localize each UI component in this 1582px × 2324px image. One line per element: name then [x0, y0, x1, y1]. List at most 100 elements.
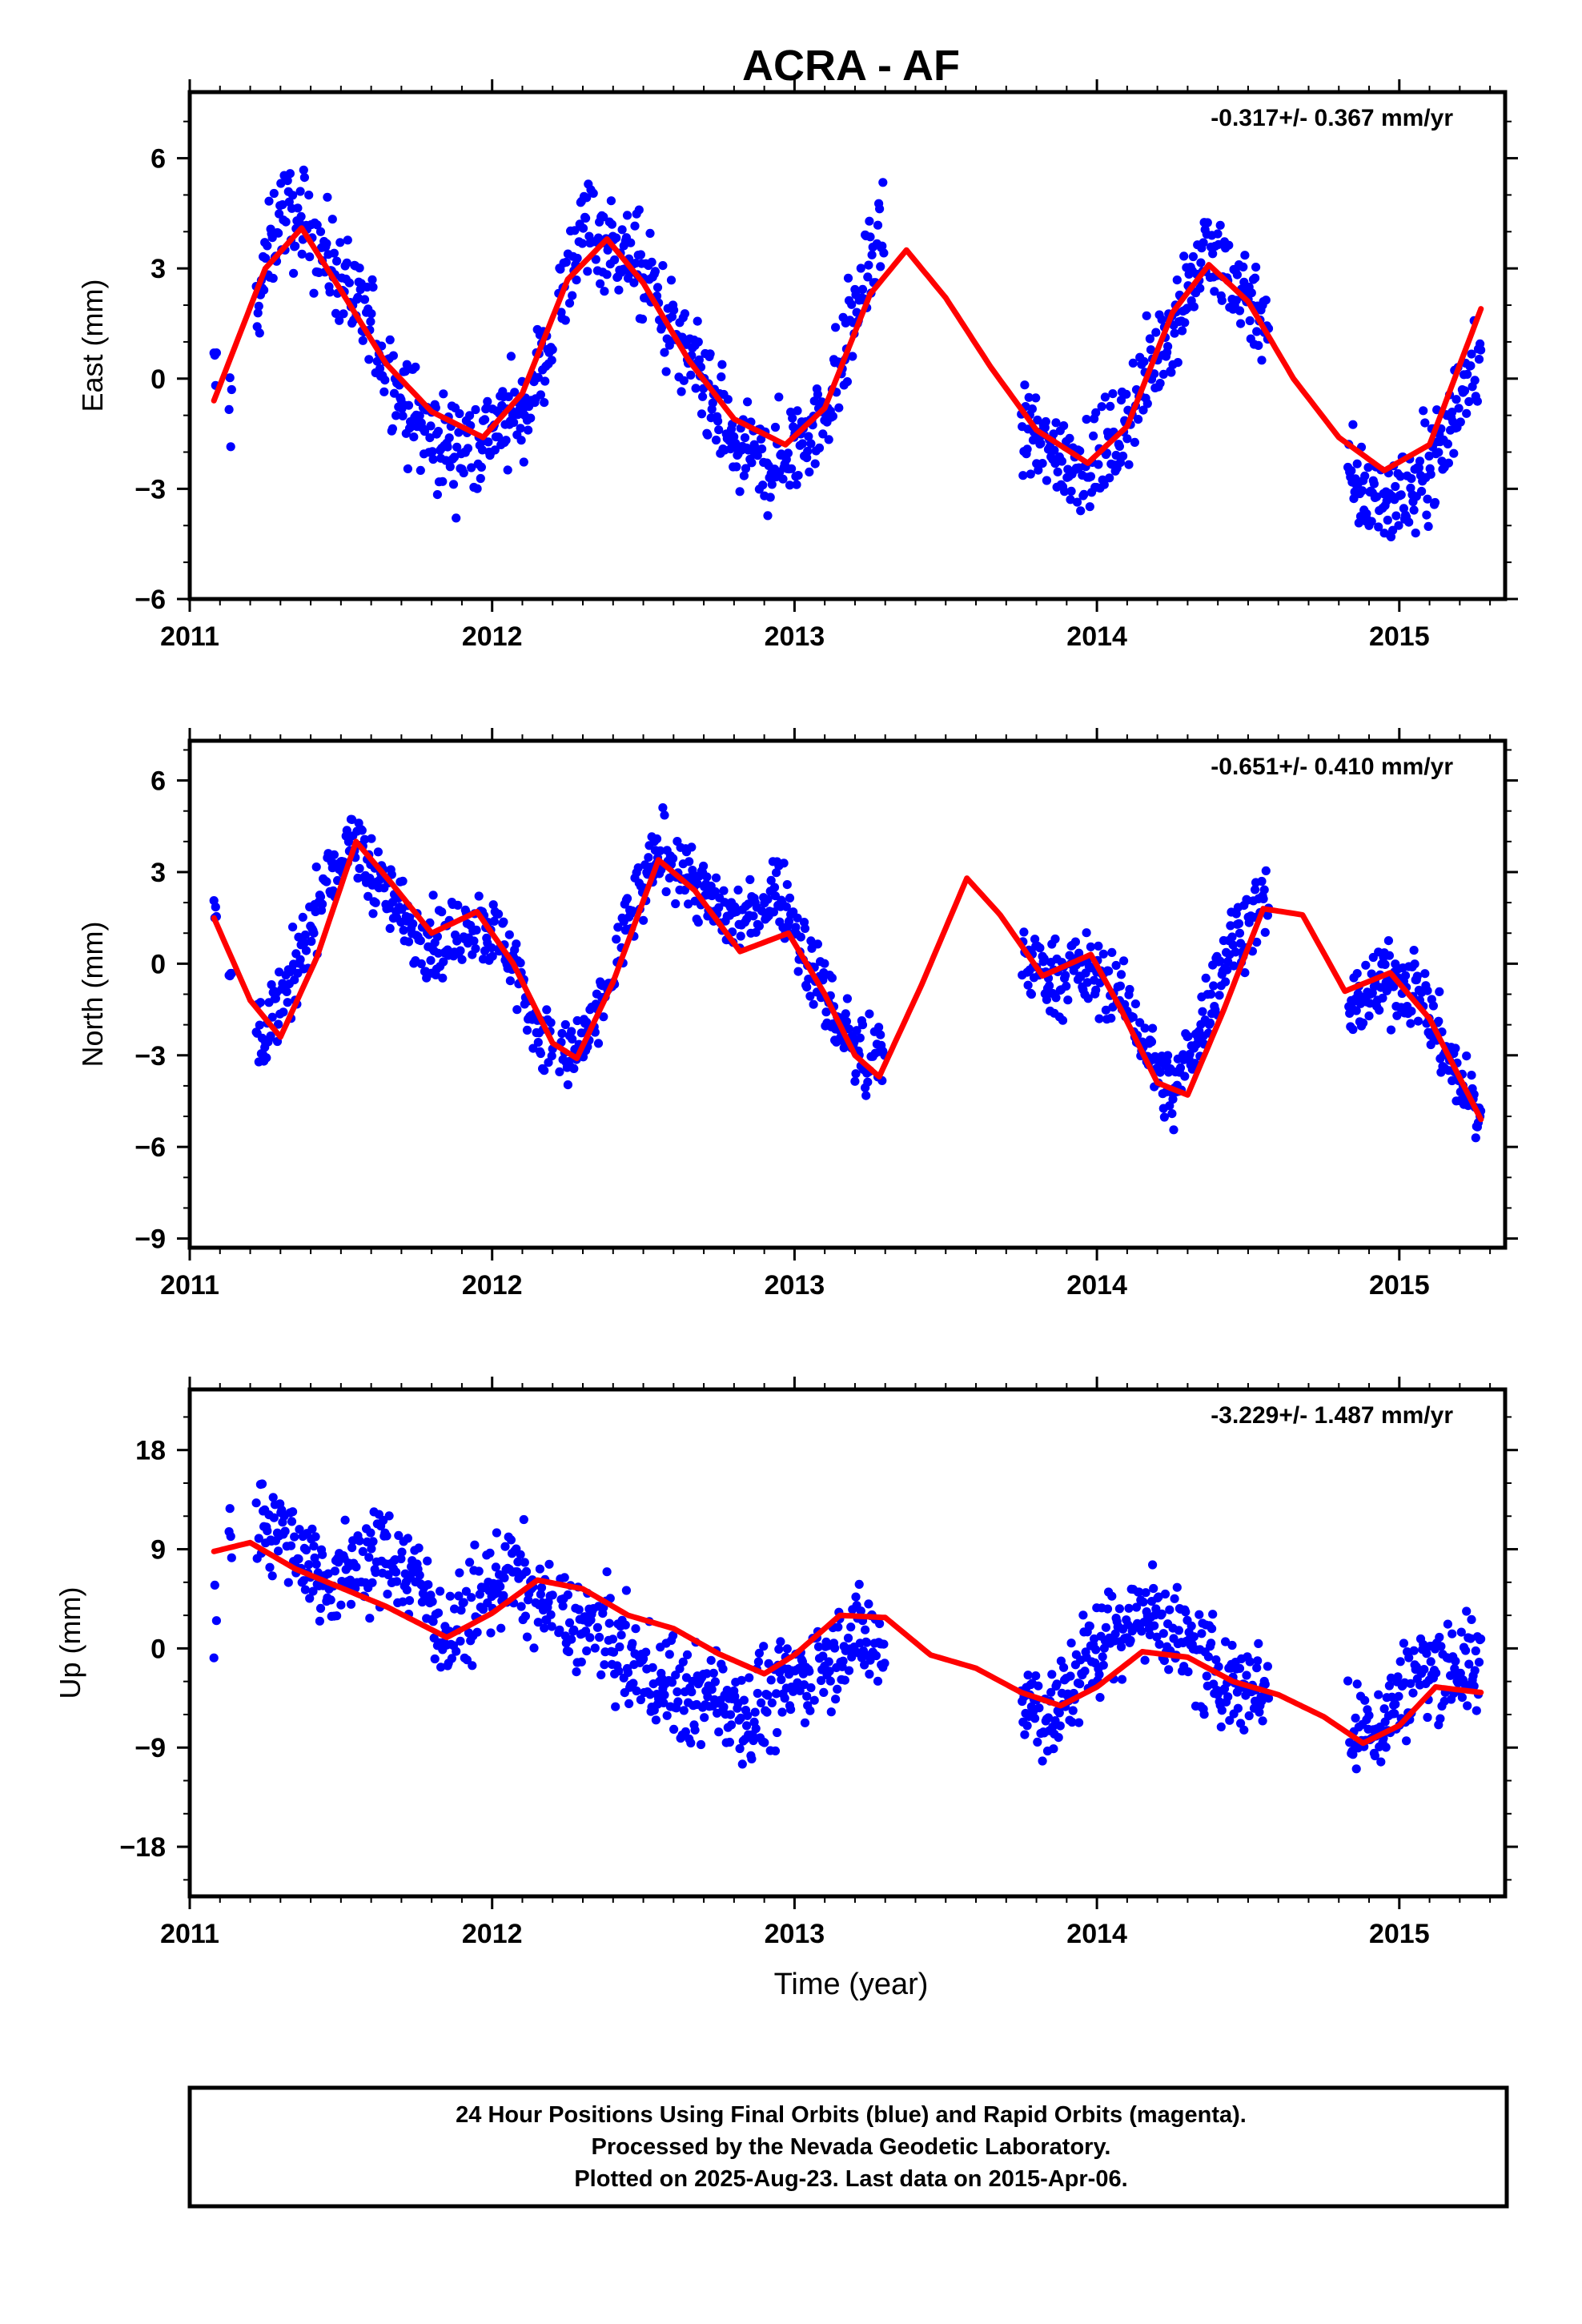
- data-point: [1053, 467, 1062, 476]
- data-point: [769, 883, 780, 892]
- data-point: [1116, 396, 1126, 405]
- data-point: [1209, 981, 1219, 991]
- data-point: [606, 196, 616, 206]
- data-point: [810, 459, 820, 468]
- data-point: [1202, 1671, 1211, 1681]
- data-point: [295, 1525, 304, 1534]
- data-point: [1227, 932, 1237, 942]
- data-point: [719, 1703, 729, 1712]
- data-point: [1085, 502, 1094, 512]
- data-point: [516, 1550, 525, 1559]
- data-point: [805, 1667, 814, 1676]
- data-point: [1130, 437, 1139, 448]
- data-point: [639, 915, 648, 925]
- data-point: [1207, 989, 1216, 999]
- data-point: [1467, 1614, 1476, 1624]
- data-point: [336, 1600, 346, 1610]
- data-point: [749, 911, 758, 921]
- data-point: [572, 1667, 581, 1677]
- data-point: [561, 257, 571, 267]
- data-point: [636, 250, 646, 259]
- data-point: [300, 1585, 310, 1594]
- data-point: [741, 464, 751, 473]
- data-point: [857, 1020, 868, 1030]
- data-point: [469, 936, 479, 946]
- data-point: [851, 1592, 861, 1602]
- data-point: [547, 356, 556, 365]
- data-point: [1038, 459, 1047, 468]
- data-point: [711, 435, 721, 445]
- data-point: [572, 1015, 582, 1026]
- data-point: [363, 891, 373, 901]
- data-point: [830, 1643, 840, 1653]
- data-point: [1231, 947, 1240, 957]
- data-point: [652, 834, 662, 844]
- data-point: [628, 1679, 638, 1688]
- data-point: [1023, 980, 1033, 990]
- data-point: [1380, 959, 1390, 969]
- data-point: [669, 305, 679, 315]
- data-point: [452, 442, 462, 452]
- data-point: [555, 1625, 564, 1634]
- data-point: [763, 1691, 773, 1700]
- data-point: [1451, 1656, 1460, 1666]
- data-point: [774, 1644, 784, 1654]
- data-point: [564, 1618, 575, 1627]
- data-point: [383, 1570, 393, 1580]
- data-point: [375, 875, 385, 885]
- data-point: [879, 248, 889, 258]
- data-point: [355, 1536, 364, 1546]
- data-point: [1240, 251, 1250, 260]
- data-point: [253, 308, 263, 318]
- data-point: [637, 314, 648, 324]
- data-point: [1155, 379, 1165, 388]
- data-point: [1164, 1665, 1174, 1675]
- data-point: [568, 1035, 577, 1044]
- x-tick-label: 2011: [160, 1270, 219, 1301]
- data-point: [1461, 1646, 1471, 1655]
- data-point: [254, 301, 263, 311]
- data-point: [263, 241, 272, 251]
- data-point: [802, 983, 812, 992]
- data-point: [1169, 1125, 1178, 1135]
- data-point: [1245, 1657, 1255, 1667]
- data-point: [806, 936, 816, 946]
- data-point: [1456, 1627, 1466, 1637]
- data-point: [1099, 1643, 1109, 1653]
- data-point: [533, 372, 543, 382]
- data-point: [710, 1677, 721, 1687]
- data-point: [1150, 1621, 1159, 1630]
- data-point: [673, 1687, 682, 1697]
- x-tick-label: 2014: [1066, 1919, 1127, 1949]
- data-point: [1406, 1679, 1415, 1688]
- data-point: [476, 462, 487, 472]
- data-point: [357, 826, 367, 835]
- data-point: [456, 946, 465, 955]
- data-point: [1075, 1679, 1085, 1689]
- data-point: [628, 1638, 637, 1648]
- data-point: [304, 1560, 314, 1570]
- data-point: [1384, 951, 1394, 960]
- data-point: [699, 861, 709, 871]
- data-point: [1208, 1610, 1218, 1619]
- data-point: [296, 211, 306, 221]
- data-point: [474, 1566, 484, 1576]
- up-panel: 2011 2012 2013 2014 2015 −18 −9 0 9 18 Up (mm) -3.2…: [54, 1377, 1518, 1949]
- data-point: [225, 1504, 235, 1514]
- data-point: [770, 1746, 781, 1755]
- data-point: [1369, 479, 1379, 489]
- data-point: [1451, 1043, 1460, 1053]
- data-point: [714, 1727, 724, 1737]
- data-point: [290, 1532, 299, 1542]
- data-point: [703, 1692, 713, 1702]
- data-point: [1046, 1687, 1056, 1697]
- data-point: [288, 1507, 298, 1517]
- data-point: [777, 1707, 787, 1717]
- data-point: [1392, 1011, 1402, 1020]
- data-point: [766, 1675, 776, 1685]
- data-point: [1091, 1645, 1101, 1655]
- data-point: [261, 253, 271, 263]
- data-point: [521, 1566, 532, 1576]
- data-point: [211, 903, 220, 912]
- data-point: [604, 1618, 614, 1628]
